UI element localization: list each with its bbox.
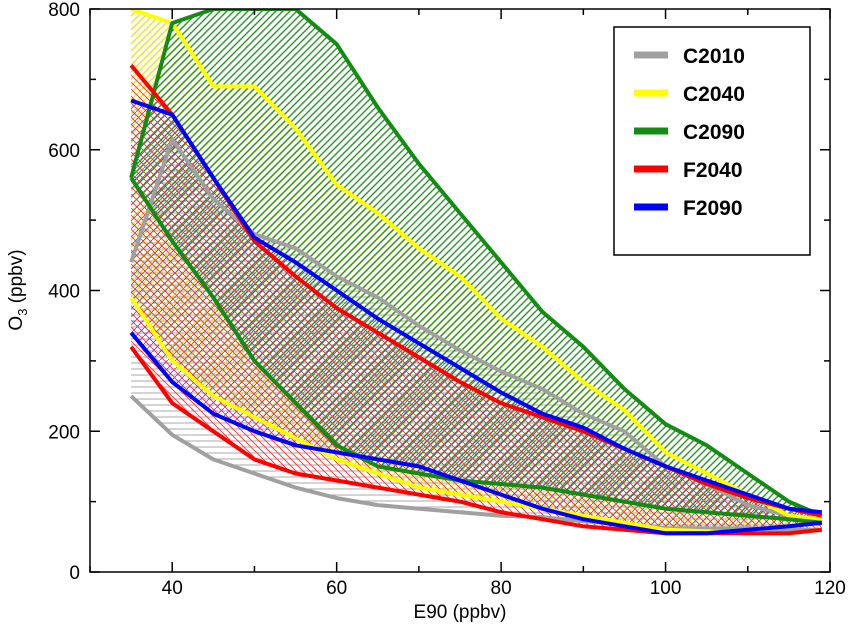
legend-label-c2010: C2010 [683,45,745,68]
legend-label-f2090: F2090 [683,197,743,220]
axis-ticks: 40 60 80 100 120 0 200 400 600 800 [48,0,846,599]
x-tick-label: 120 [814,578,846,599]
legend-box [613,26,811,256]
line-f2090-upper [130,98,823,515]
x-tick-label: 100 [650,578,682,599]
y-tick-label: 800 [48,0,80,21]
line-c2040-upper [130,9,823,522]
band-f2090 [131,100,822,534]
legend-label-f2040: F2040 [683,159,743,182]
y-tick-label: 600 [48,141,80,162]
y-tick-label: 0 [69,563,80,584]
y-axis-title: O3 (ppbv) [6,249,30,330]
y-tick-label: 400 [48,282,80,303]
series-lines [129,9,823,536]
legend-label-c2090: C2090 [683,121,745,144]
x-tick-label: 80 [491,578,512,599]
line-c2090-lower [129,176,823,525]
y-tick-label: 200 [48,422,80,443]
x-axis-title: E90 (ppbv) [414,602,507,623]
legend: C2010 C2040 C2090 F2040 F2090 [613,26,811,256]
x-tick-label: 40 [162,578,183,599]
x-tick-label: 60 [326,578,347,599]
legend-label-c2040: C2040 [683,83,745,106]
line-c2090-upper [129,9,823,518]
line-c2010-lower [129,394,822,532]
line-f2090-lower [129,331,823,536]
